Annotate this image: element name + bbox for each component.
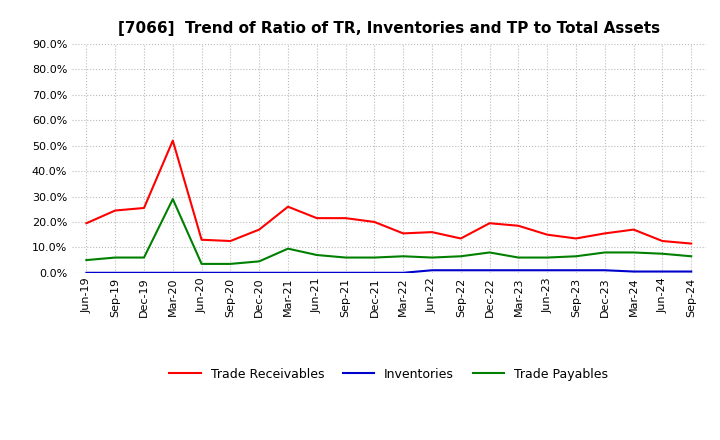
Trade Payables — [255, 259, 264, 264]
Inventories — [197, 270, 206, 275]
Trade Payables — [341, 255, 350, 260]
Trade Payables — [197, 261, 206, 267]
Trade Receivables — [370, 219, 379, 224]
Line: Trade Receivables: Trade Receivables — [86, 141, 691, 244]
Trade Receivables — [428, 230, 436, 235]
Trade Receivables — [111, 208, 120, 213]
Trade Receivables — [255, 227, 264, 232]
Trade Receivables — [514, 223, 523, 228]
Inventories — [658, 269, 667, 274]
Trade Receivables — [687, 241, 696, 246]
Trade Receivables — [226, 238, 235, 244]
Trade Payables — [312, 253, 321, 258]
Trade Payables — [572, 253, 580, 259]
Trade Payables — [111, 255, 120, 260]
Trade Receivables — [399, 231, 408, 236]
Trade Receivables — [284, 204, 292, 209]
Trade Payables — [629, 250, 638, 255]
Trade Receivables — [168, 138, 177, 143]
Inventories — [514, 268, 523, 273]
Inventories — [485, 268, 494, 273]
Trade Payables — [485, 250, 494, 255]
Trade Receivables — [485, 220, 494, 226]
Trade Receivables — [456, 236, 465, 241]
Inventories — [687, 269, 696, 274]
Inventories — [284, 270, 292, 275]
Trade Payables — [428, 255, 436, 260]
Trade Payables — [226, 261, 235, 267]
Trade Payables — [687, 253, 696, 259]
Inventories — [341, 270, 350, 275]
Inventories — [370, 270, 379, 275]
Line: Trade Payables: Trade Payables — [86, 199, 691, 264]
Inventories — [428, 268, 436, 273]
Trade Payables — [456, 253, 465, 259]
Trade Receivables — [629, 227, 638, 232]
Trade Receivables — [543, 232, 552, 237]
Title: [7066]  Trend of Ratio of TR, Inventories and TP to Total Assets: [7066] Trend of Ratio of TR, Inventories… — [118, 21, 660, 36]
Trade Receivables — [572, 236, 580, 241]
Inventories — [255, 270, 264, 275]
Legend: Trade Receivables, Inventories, Trade Payables: Trade Receivables, Inventories, Trade Pa… — [164, 363, 613, 385]
Trade Receivables — [197, 237, 206, 242]
Trade Receivables — [312, 216, 321, 221]
Trade Payables — [600, 250, 609, 255]
Inventories — [312, 270, 321, 275]
Trade Payables — [514, 255, 523, 260]
Inventories — [140, 270, 148, 275]
Trade Payables — [370, 255, 379, 260]
Trade Receivables — [341, 216, 350, 221]
Trade Payables — [82, 257, 91, 263]
Inventories — [543, 268, 552, 273]
Inventories — [111, 270, 120, 275]
Trade Receivables — [140, 205, 148, 211]
Inventories — [168, 270, 177, 275]
Inventories — [399, 270, 408, 275]
Trade Receivables — [600, 231, 609, 236]
Trade Payables — [658, 251, 667, 257]
Inventories — [456, 268, 465, 273]
Trade Receivables — [82, 220, 91, 226]
Trade Payables — [168, 196, 177, 202]
Inventories — [629, 269, 638, 274]
Trade Payables — [399, 253, 408, 259]
Inventories — [600, 268, 609, 273]
Trade Receivables — [658, 238, 667, 244]
Trade Payables — [284, 246, 292, 251]
Line: Inventories: Inventories — [86, 270, 691, 273]
Trade Payables — [543, 255, 552, 260]
Inventories — [82, 270, 91, 275]
Trade Payables — [140, 255, 148, 260]
Inventories — [226, 270, 235, 275]
Inventories — [572, 268, 580, 273]
